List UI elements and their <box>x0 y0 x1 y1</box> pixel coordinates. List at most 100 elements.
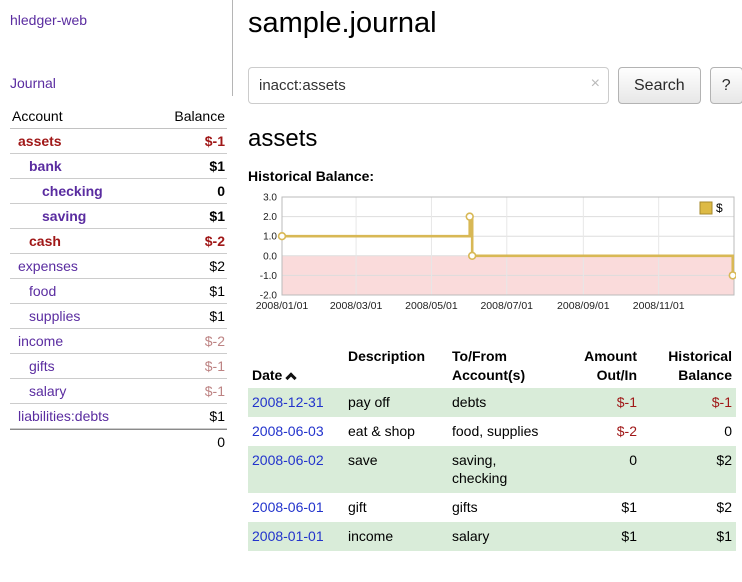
x-tick-label: 2008/03/01 <box>330 300 383 312</box>
transaction-accounts: debts <box>452 393 487 410</box>
sidebar-account-food[interactable]: food <box>29 283 57 299</box>
account-balance: $2 <box>209 258 225 274</box>
clear-search-icon[interactable]: × <box>590 75 600 92</box>
sidebar-account-saving[interactable]: saving <box>42 208 87 224</box>
transaction-date-link[interactable]: 2008-06-01 <box>252 499 324 516</box>
y-tick-label: -2.0 <box>260 291 278 302</box>
sidebar-account-supplies[interactable]: supplies <box>29 308 81 324</box>
column-header-amount: Amount Out/In <box>584 348 637 383</box>
y-tick-label: 2.0 <box>263 212 277 223</box>
transaction-amount: $-1 <box>616 393 637 410</box>
sidebar-account-cash[interactable]: cash <box>29 233 61 249</box>
sidebar-account-salary[interactable]: salary <box>29 383 67 399</box>
sort-ascending-icon <box>285 372 298 384</box>
sidebar-account-liabilities-debts[interactable]: liabilities:debts <box>18 408 110 424</box>
transaction-amount: $1 <box>621 499 637 516</box>
balance-column-header: Balance <box>174 108 225 124</box>
column-header-balance: Historical Balance <box>668 348 732 383</box>
column-header-date[interactable]: Date <box>248 344 344 388</box>
account-heading: assets <box>248 125 318 152</box>
register-body: 2008-12-31 pay off debts $-1 $-1 2008-06-03 ea… <box>248 387 736 552</box>
account-row: expenses $2 <box>10 254 227 279</box>
transaction-date-link[interactable]: 2008-01-01 <box>252 528 324 545</box>
register-row: 2008-12-31 pay off debts $-1 $-1 <box>248 387 736 417</box>
transaction-date-cell: 2008-12-31 <box>248 388 344 417</box>
transaction-description: income <box>348 528 394 545</box>
sidebar-account-checking[interactable]: checking <box>42 183 103 199</box>
transaction-date-cell: 2008-06-01 <box>248 493 344 522</box>
account-row: saving $1 <box>10 204 227 229</box>
sidebar-account-gifts[interactable]: gifts <box>29 358 55 374</box>
transaction-accounts: food, supplies <box>452 422 539 439</box>
page-title: sample.journal <box>248 7 437 39</box>
search-button[interactable]: Search <box>618 67 701 104</box>
transaction-description: pay off <box>348 393 390 410</box>
account-row: supplies $1 <box>10 304 227 329</box>
transaction-accounts: salary <box>452 528 490 545</box>
register-row: 2008-06-02 save saving, checking 0 $2 <box>248 445 736 494</box>
main-pane: sample.journal × Search ? assets Histori… <box>233 0 742 582</box>
transaction-accounts: saving, checking <box>452 451 508 487</box>
legend-swatch <box>699 201 713 215</box>
sidebar-account-income[interactable]: income <box>18 333 64 349</box>
sidebar-item-journal[interactable]: Journal <box>10 75 56 91</box>
sidebar-account-assets[interactable]: assets <box>18 133 62 149</box>
x-tick-label: 2008/11/01 <box>633 300 685 312</box>
chart-title: Historical Balance: <box>248 168 375 184</box>
data-point-marker <box>467 251 477 261</box>
account-balance: $-2 <box>204 233 225 249</box>
register-header-row: Date Description To/From Account(s) Amou… <box>248 344 736 388</box>
transaction-balance: 0 <box>724 422 732 439</box>
account-balance: $-2 <box>204 333 225 349</box>
transaction-balance: $1 <box>716 528 732 545</box>
search-bar: × Search ? <box>248 67 742 104</box>
transaction-balance: $2 <box>716 451 732 468</box>
x-tick-label: 2008/05/01 <box>405 300 458 312</box>
account-row: income $-2 <box>10 329 227 354</box>
sidebar-account-expenses[interactable]: expenses <box>18 258 78 274</box>
account-balance: $1 <box>209 308 225 324</box>
account-balance: $1 <box>209 158 225 174</box>
account-balance: 0 <box>217 183 225 199</box>
account-column-header: Account <box>12 108 63 124</box>
account-balance: $1 <box>209 408 225 424</box>
x-tick-label: 2008/07/01 <box>480 300 533 312</box>
y-tick-label: 3.0 <box>263 193 277 204</box>
y-tick-label: -1.0 <box>260 271 278 282</box>
accounts-table-body: assets $-1 bank $1 checking 0 saving $1 cash $-2 e… <box>10 129 227 429</box>
transaction-description: save <box>348 451 378 468</box>
account-row: bank $1 <box>10 154 227 179</box>
register-row: 2008-01-01 income salary $1 $1 <box>248 522 736 552</box>
x-tick-label: 2008/01/01 <box>256 300 309 312</box>
search-input[interactable] <box>248 67 609 104</box>
account-row: gifts $-1 <box>10 354 227 379</box>
transaction-date-link[interactable]: 2008-06-02 <box>252 451 324 468</box>
x-tick-label: 2008/09/01 <box>557 300 610 312</box>
account-row: food $1 <box>10 279 227 304</box>
account-row: cash $-2 <box>10 229 227 254</box>
historical-balance-chart: 3.0 2.0 1.0 0.0 -1.0 -2.0 2008/01/01 2008/03/01… <box>248 191 737 322</box>
account-row: assets $-1 <box>10 129 227 154</box>
transaction-date-link[interactable]: 2008-12-31 <box>252 393 324 410</box>
help-button[interactable]: ? <box>709 67 742 104</box>
transaction-amount: $-2 <box>616 422 637 439</box>
transaction-accounts: gifts <box>452 499 478 516</box>
transaction-amount: $1 <box>621 528 637 545</box>
sidebar-account-bank[interactable]: bank <box>29 158 62 174</box>
plot-border <box>281 196 735 296</box>
y-tick-label: 0.0 <box>263 251 277 262</box>
register-row: 2008-06-03 eat & shop food, supplies $-2 0 <box>248 417 736 446</box>
transaction-amount: 0 <box>629 451 637 468</box>
account-balance: $-1 <box>204 358 225 374</box>
transaction-date-cell: 2008-06-03 <box>248 417 344 446</box>
transaction-balance: $-1 <box>711 393 732 410</box>
transaction-date-link[interactable]: 2008-06-03 <box>252 422 324 439</box>
app-title-link[interactable]: hledger-web <box>10 12 88 28</box>
sidebar: hledger-web Journal Account Balance asse… <box>0 0 233 582</box>
y-tick-label: 1.0 <box>263 232 277 243</box>
transaction-description: gift <box>348 499 367 516</box>
legend-label: $ <box>716 201 723 215</box>
sidebar-divider <box>232 0 233 96</box>
